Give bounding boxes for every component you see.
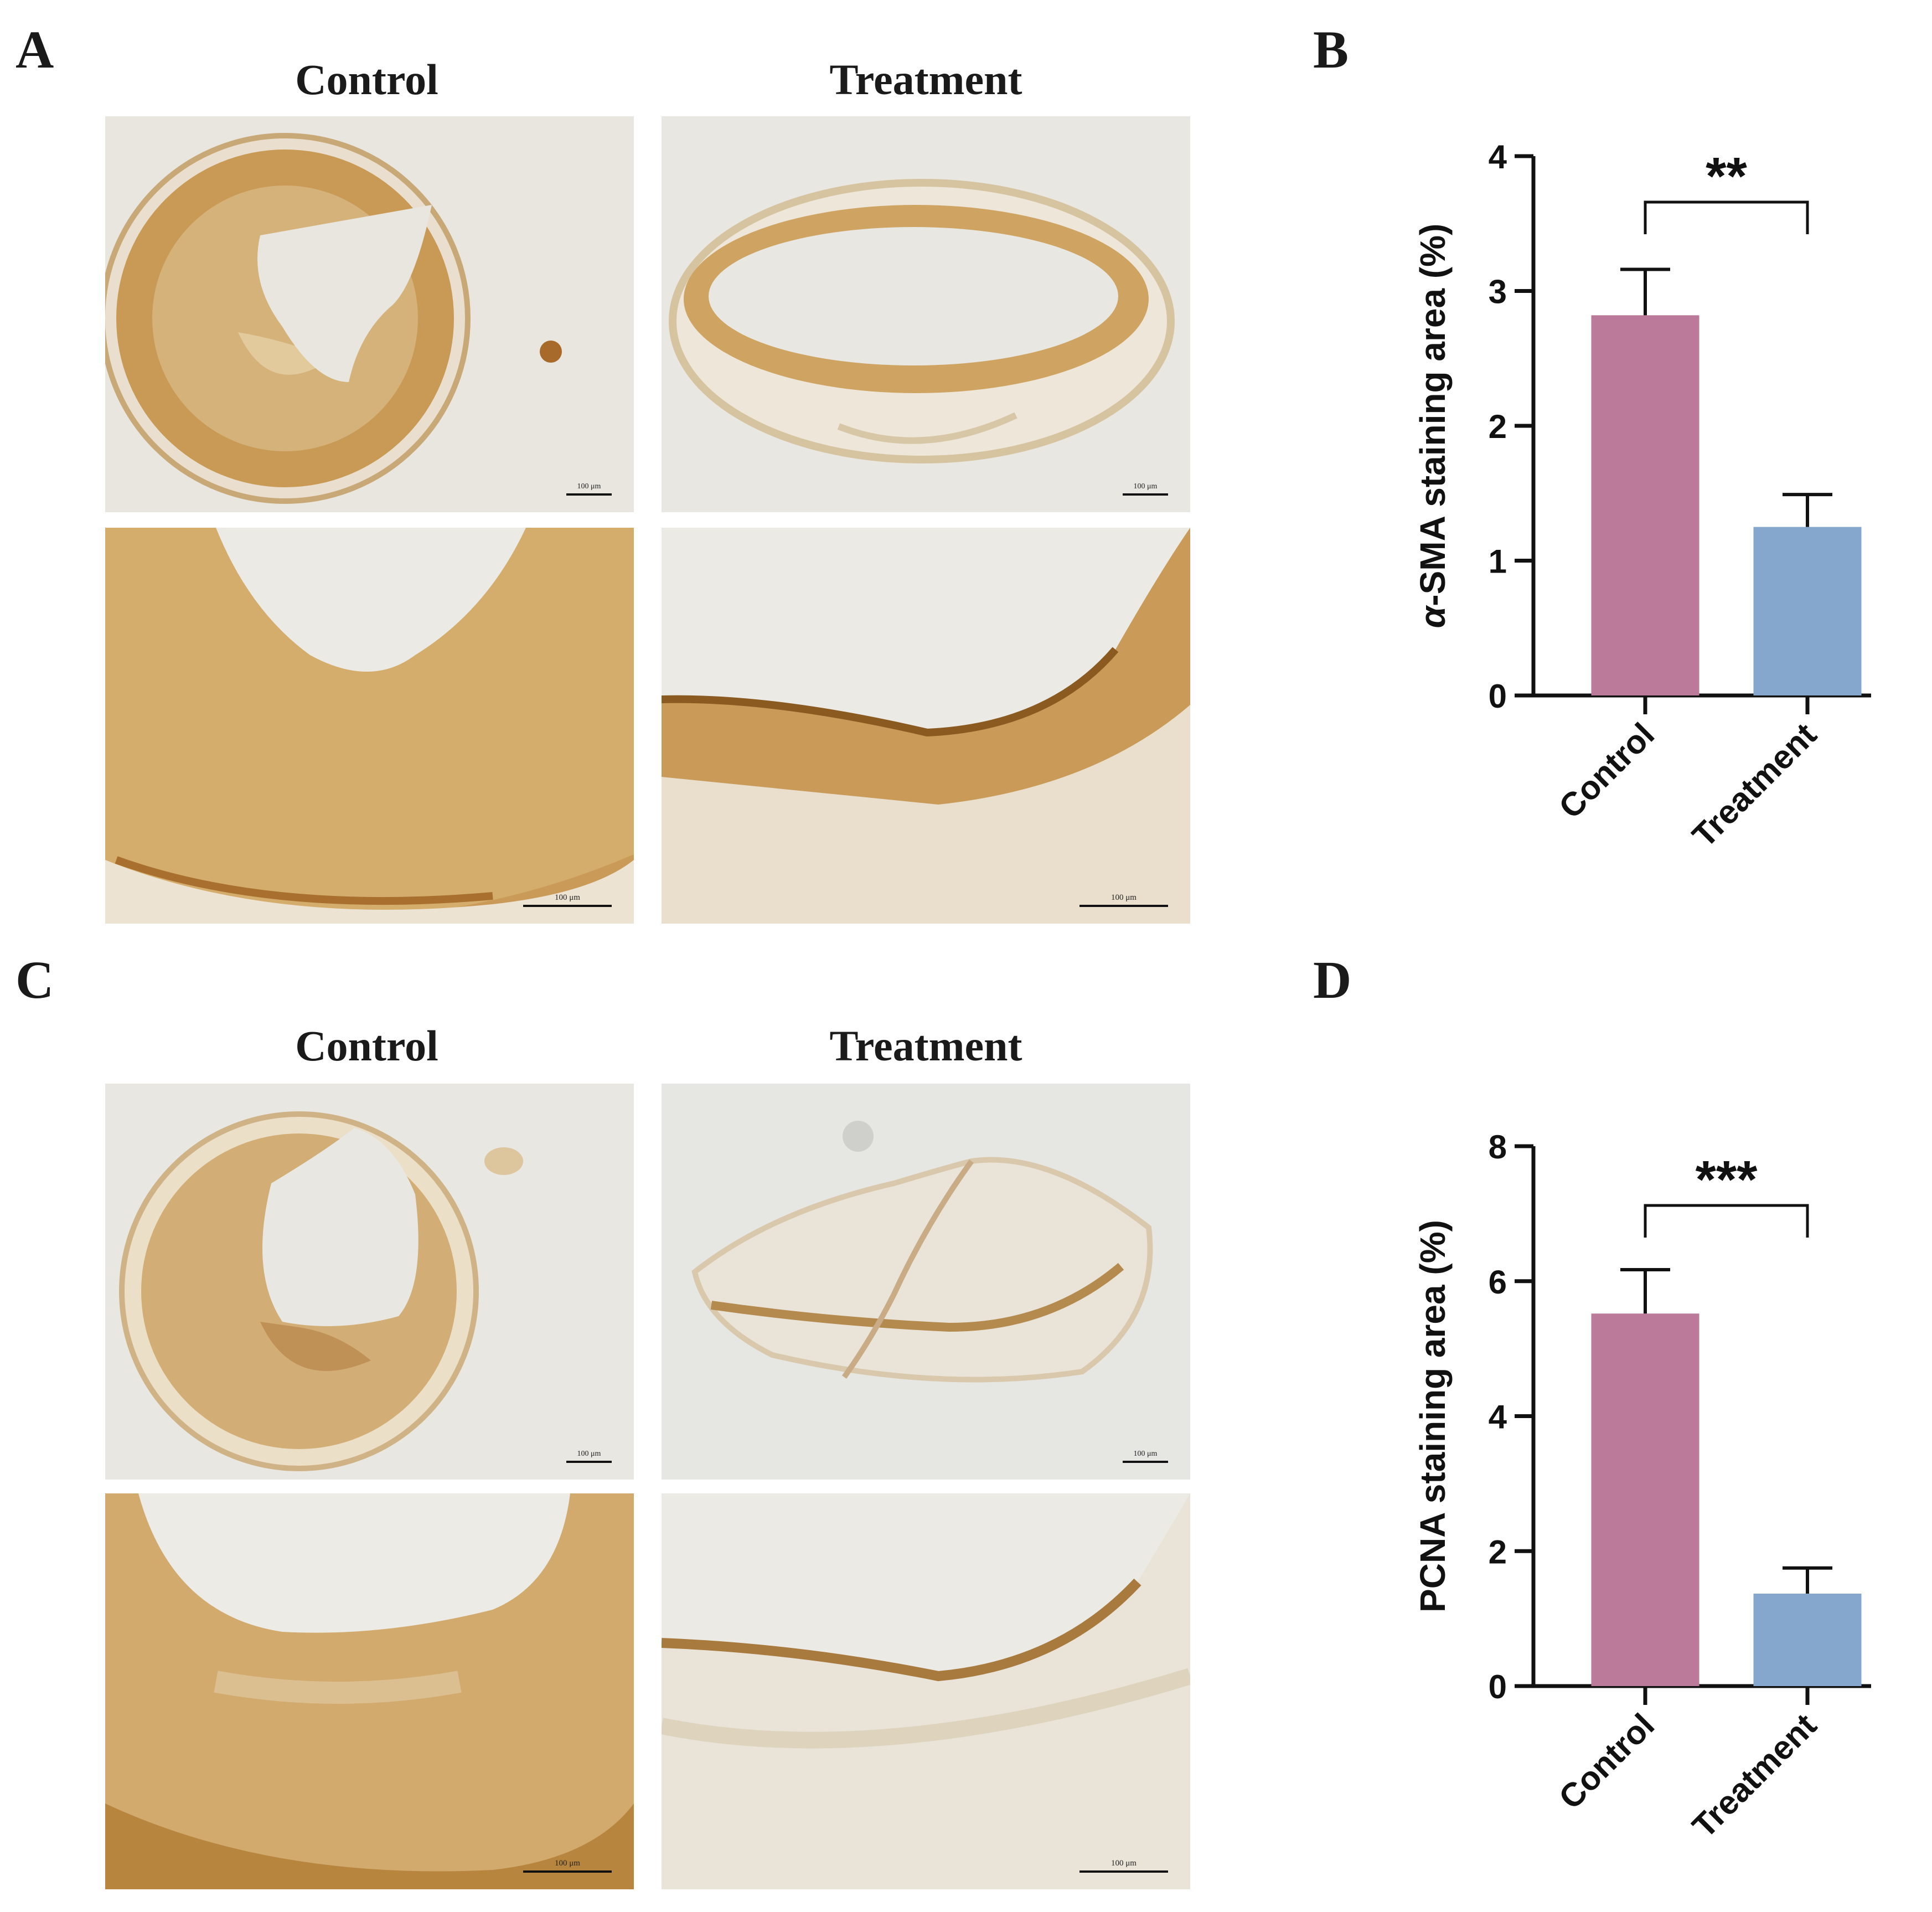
scale-bar: 100 μm	[1079, 893, 1168, 907]
micrograph-a-treatment-high: 100 μm	[662, 528, 1190, 924]
panel-label-c: C	[16, 950, 54, 1009]
panel-label-a: A	[16, 20, 54, 79]
scale-bar-text: 100 μm	[577, 1450, 601, 1458]
y-tick-label: 2	[1489, 1533, 1507, 1570]
panel-c-treatment-title: Treatment	[829, 1022, 1022, 1070]
significance-stars: **	[1706, 147, 1747, 206]
micrograph-c-control-low: 100 μm	[105, 1084, 634, 1480]
micrograph-a-control-high: 100 μm	[105, 528, 634, 924]
scale-bar-line	[1079, 1870, 1168, 1873]
y-tick-label: 6	[1489, 1264, 1507, 1301]
significance-stars: ***	[1695, 1150, 1758, 1209]
y-tick-label: 4	[1489, 1399, 1507, 1436]
scale-bar-text: 100 μm	[1111, 893, 1137, 902]
scale-bar-text: 100 μm	[1133, 482, 1158, 491]
chart-d-pcna: 0 2 4 6 8 PCNA staining area (%) Control Treatm…	[1413, 1128, 1871, 1845]
x-category-label: Control	[1552, 1707, 1661, 1816]
scale-bar: 100 μm	[1123, 482, 1168, 496]
scale-bar-text: 100 μm	[555, 893, 580, 902]
y-tick-label: 1	[1489, 543, 1507, 580]
scale-bar: 100 μm	[1123, 1450, 1168, 1463]
scale-bar-text: 100 μm	[577, 482, 601, 491]
panel-a-treatment-title: Treatment	[829, 55, 1022, 104]
panel-c-control-title: Control	[295, 1022, 438, 1070]
panel-a-control-title: Control	[295, 55, 438, 104]
scale-bar-line	[1123, 1461, 1168, 1463]
bar-control	[1591, 1313, 1699, 1686]
scale-bar: 100 μm	[523, 893, 612, 907]
scale-bar-line	[523, 905, 612, 907]
panel-label-d: D	[1313, 950, 1352, 1009]
micrograph-a-treatment-low: 100 μm	[662, 116, 1190, 512]
y-axis-label-prefix: α	[1413, 605, 1453, 628]
scale-bar-line	[1123, 493, 1168, 496]
micrograph-c-treatment-high: 100 μm	[662, 1493, 1190, 1889]
scale-bar: 100 μm	[1079, 1859, 1168, 1873]
chart-b-alpha-sma: 0 1 2 3 4 α-SMA staining area (%) Control Treat…	[1413, 138, 1871, 854]
micrograph-c-treatment-low: 100 μm	[662, 1084, 1190, 1480]
y-tick-label: 0	[1489, 1668, 1507, 1705]
significance-bracket	[1644, 1204, 1809, 1238]
scale-bar-line	[523, 1870, 612, 1873]
scale-bar-line	[566, 493, 612, 496]
scale-bar-line	[1079, 905, 1168, 907]
bar-control	[1591, 315, 1699, 695]
panel-label-b: B	[1313, 20, 1349, 79]
scale-bar-text: 100 μm	[1111, 1859, 1137, 1868]
significance-bracket	[1644, 200, 1809, 234]
scale-bar-text: 100 μm	[555, 1859, 580, 1868]
y-axis-label: α-SMA staining area (%)	[1413, 224, 1453, 628]
micrograph-a-control-low: 100 μm	[105, 116, 634, 512]
scale-bar-line	[566, 1461, 612, 1463]
y-tick-label: 3	[1489, 274, 1507, 311]
micrograph-c-control-high: 100 μm	[105, 1493, 634, 1889]
bar-treatment	[1753, 527, 1862, 695]
x-category-label: Treatment	[1685, 716, 1823, 854]
y-tick-label: 0	[1489, 678, 1507, 715]
scale-bar-text: 100 μm	[1133, 1450, 1158, 1458]
x-category-label: Control	[1552, 716, 1661, 826]
y-axis-label-rest: -SMA staining area (%)	[1413, 224, 1453, 606]
scale-bar: 100 μm	[523, 1859, 612, 1873]
y-axis-label: PCNA staining area (%)	[1413, 1220, 1453, 1612]
y-tick-label: 2	[1489, 408, 1507, 445]
x-category-label: Treatment	[1685, 1707, 1823, 1845]
bar-treatment	[1753, 1594, 1862, 1686]
scale-bar: 100 μm	[566, 1450, 612, 1463]
scale-bar: 100 μm	[566, 482, 612, 496]
y-tick-label: 8	[1489, 1128, 1507, 1166]
y-tick-label: 4	[1489, 138, 1507, 176]
